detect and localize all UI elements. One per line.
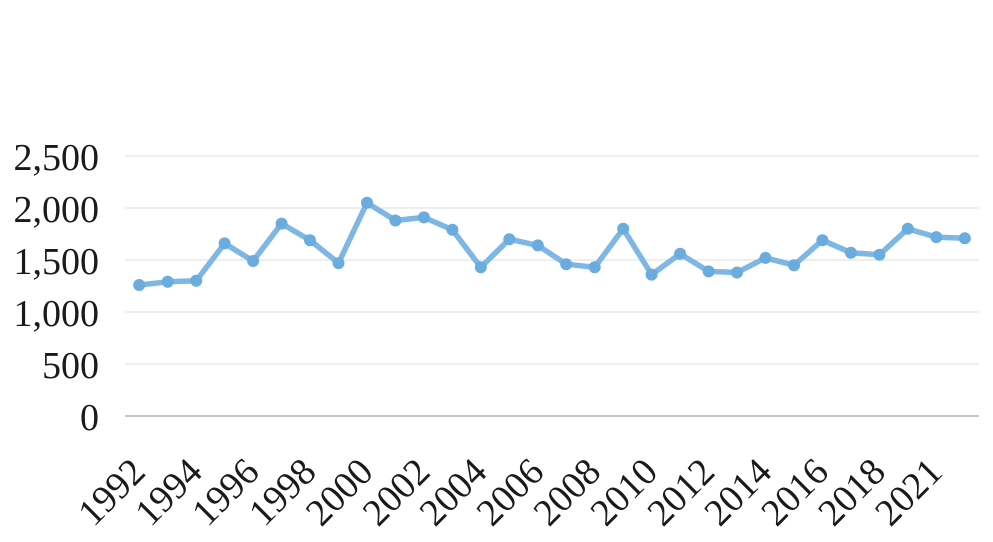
data-point-marker [844,246,857,259]
data-point-marker [332,257,345,270]
data-point-marker [161,275,174,288]
data-point-marker [304,234,316,247]
y-axis-tick-label: 1,500 [14,241,100,283]
data-point-marker [275,217,288,230]
data-point-marker [247,255,260,267]
data-point-marker [503,233,516,246]
data-point-marker [788,259,800,272]
data-point-marker [958,232,971,245]
data-point-marker [816,234,829,247]
data-point-marker [702,265,715,278]
x-axis-tick-label: 2021 [867,451,950,534]
data-point-marker [901,222,914,235]
data-point-marker [873,248,886,261]
y-axis-tick-label: 500 [42,345,99,387]
y-axis-tick-label: 2,000 [14,189,100,231]
data-point-marker [930,231,943,244]
data-point-marker [190,274,203,287]
data-point-marker [361,196,373,209]
data-point-marker [531,239,544,252]
data-point-marker [218,237,231,250]
data-point-marker [731,266,743,279]
data-point-marker [133,279,146,291]
y-axis-tick-label: 1,000 [14,293,100,335]
data-point-marker [417,211,430,224]
data-point-marker [389,214,402,227]
data-point-marker [759,251,772,264]
data-point-marker [617,222,630,235]
data-point-marker [674,247,687,260]
data-point-marker [645,268,658,281]
data-point-marker [446,223,459,236]
data-point-marker [560,258,573,271]
y-axis-tick-label: 0 [80,397,99,439]
data-point-marker [588,261,601,274]
data-line [136,200,968,288]
y-axis-tick-label: 2,500 [14,137,100,179]
data-point-marker [474,261,487,274]
